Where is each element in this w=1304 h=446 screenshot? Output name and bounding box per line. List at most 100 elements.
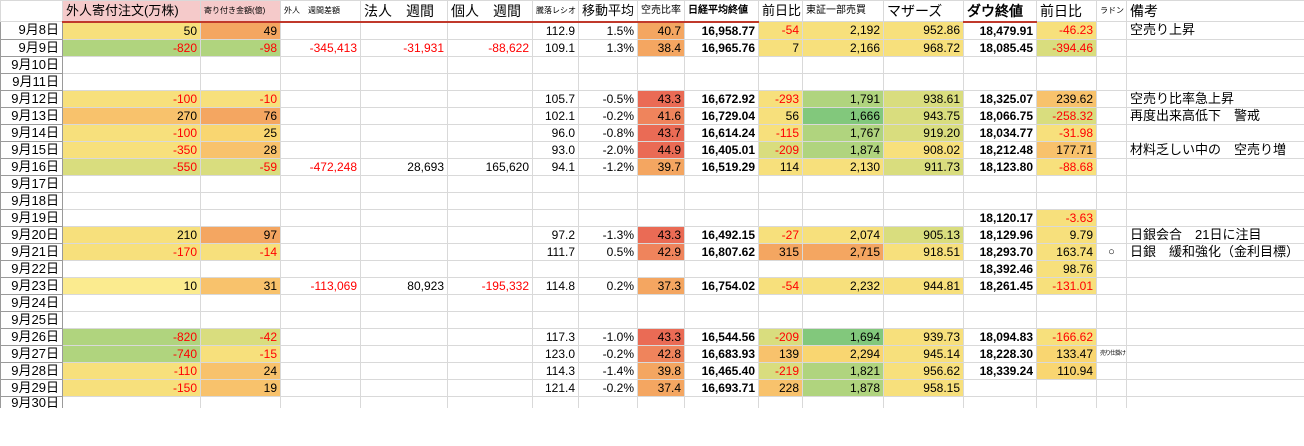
cell-n[interactable]: 18,228.30 [963,344,1037,363]
cell-l[interactable] [802,191,884,210]
cell-h[interactable]: -1.2% [578,157,638,176]
cell-m[interactable] [883,191,964,210]
cell-n[interactable]: 18,123.80 [963,157,1037,176]
cell-f[interactable] [447,378,533,397]
cell-i[interactable] [637,293,685,312]
cell-g[interactable]: 114.8 [532,276,579,295]
cell-d[interactable] [280,310,361,329]
cell-d[interactable] [280,55,361,74]
cell-b[interactable]: -820 [62,327,201,346]
cell-c[interactable]: 24 [200,361,281,380]
cell-m[interactable] [883,259,964,278]
cell-q[interactable] [1126,310,1304,329]
cell-j[interactable]: 16,465.40 [684,361,759,380]
cell-l[interactable]: 2,192 [802,21,884,40]
cell-n[interactable]: 18,339.24 [963,361,1037,380]
cell-b[interactable] [62,72,201,91]
cell-j[interactable]: 16,614.24 [684,123,759,142]
cell-i[interactable] [637,259,685,278]
cell-e[interactable] [360,395,448,408]
cell-d[interactable]: -345,413 [280,38,361,57]
cell-n[interactable]: 18,085.45 [963,38,1037,57]
cell-n[interactable]: 18,066.75 [963,106,1037,125]
cell-g[interactable] [532,72,579,91]
cell-c[interactable] [200,259,281,278]
row-header-date[interactable]: 9月21日 [0,242,63,261]
cell-p[interactable] [1096,191,1127,210]
cell-d[interactable] [280,293,361,312]
cell-f[interactable] [447,361,533,380]
cell-f[interactable] [447,140,533,159]
cell-m[interactable] [883,293,964,312]
cell-f[interactable] [447,225,533,244]
cell-q[interactable]: 日銀 緩和強化（金利目標） [1126,242,1304,261]
cell-m[interactable]: 918.51 [883,242,964,261]
cell-d[interactable] [280,72,361,91]
cell-d[interactable] [280,395,361,408]
cell-e[interactable] [360,310,448,329]
column-header-p[interactable]: ラドン [1096,0,1127,22]
cell-i[interactable]: 39.8 [637,361,685,380]
cell-p[interactable] [1096,208,1127,227]
cell-i[interactable]: 42.8 [637,344,685,363]
cell-k[interactable] [758,72,803,91]
cell-e[interactable] [360,123,448,142]
cell-k[interactable]: -219 [758,361,803,380]
cell-f[interactable] [447,123,533,142]
cell-h[interactable]: -2.0% [578,140,638,159]
cell-l[interactable]: 2,130 [802,157,884,176]
cell-o[interactable]: -46.23 [1036,21,1097,40]
cell-d[interactable] [280,242,361,261]
cell-d[interactable]: -472,248 [280,157,361,176]
cell-b[interactable]: -100 [62,89,201,108]
cell-d[interactable] [280,361,361,380]
cell-k[interactable]: 228 [758,378,803,397]
cell-n[interactable]: 18,120.17 [963,208,1037,227]
cell-d[interactable] [280,259,361,278]
cell-e[interactable] [360,174,448,193]
cell-g[interactable]: 111.7 [532,242,579,261]
row-header-date[interactable]: 9月24日 [0,293,63,312]
row-header-date[interactable]: 9月27日 [0,344,63,363]
cell-j[interactable] [684,208,759,227]
cell-e[interactable]: 28,693 [360,157,448,176]
cell-i[interactable]: 43.7 [637,123,685,142]
cell-g[interactable]: 114.3 [532,361,579,380]
cell-o[interactable]: -3.63 [1036,208,1097,227]
cell-e[interactable] [360,208,448,227]
cell-k[interactable]: 7 [758,38,803,57]
cell-b[interactable] [62,395,201,408]
cell-f[interactable] [447,72,533,91]
cell-i[interactable] [637,174,685,193]
cell-l[interactable]: 2,232 [802,276,884,295]
cell-f[interactable] [447,242,533,261]
cell-h[interactable] [578,191,638,210]
cell-h[interactable]: -0.5% [578,89,638,108]
cell-n[interactable]: 18,479.91 [963,21,1037,40]
cell-e[interactable] [360,225,448,244]
cell-c[interactable] [200,191,281,210]
cell-m[interactable]: 958.15 [883,378,964,397]
cell-o[interactable]: 110.94 [1036,361,1097,380]
cell-c[interactable] [200,395,281,408]
cell-l[interactable] [802,310,884,329]
cell-g[interactable] [532,174,579,193]
cell-j[interactable]: 16,405.01 [684,140,759,159]
cell-f[interactable]: -195,332 [447,276,533,295]
cell-p[interactable] [1096,276,1127,295]
cell-o[interactable] [1036,174,1097,193]
cell-k[interactable]: -115 [758,123,803,142]
cell-i[interactable] [637,310,685,329]
cell-g[interactable]: 93.0 [532,140,579,159]
cell-c[interactable]: -14 [200,242,281,261]
cell-m[interactable]: 908.02 [883,140,964,159]
cell-o[interactable] [1036,72,1097,91]
cell-g[interactable]: 102.1 [532,106,579,125]
cell-i[interactable]: 37.3 [637,276,685,295]
cell-n[interactable]: 18,212.48 [963,140,1037,159]
cell-l[interactable] [802,259,884,278]
cell-j[interactable]: 16,544.56 [684,327,759,346]
cell-k[interactable]: 315 [758,242,803,261]
column-header-q[interactable]: 備考 [1126,0,1304,22]
cell-l[interactable]: 2,294 [802,344,884,363]
